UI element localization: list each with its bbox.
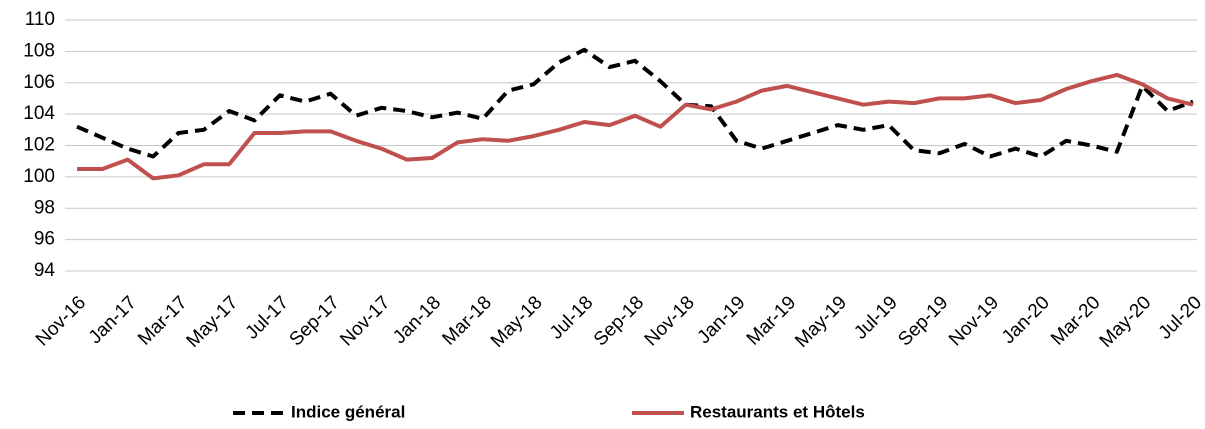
x-tick-label: May-19: [791, 292, 851, 352]
y-tick-label: 98: [34, 197, 55, 218]
y-tick-label: 110: [25, 9, 55, 30]
series-line: [77, 72, 1194, 181]
y-tick-label: 94: [34, 260, 56, 281]
x-tick-label: Sep-19: [894, 292, 952, 350]
x-tick-label: Sep-17: [286, 292, 344, 350]
x-tick-label: Mar-20: [1047, 292, 1104, 349]
series-line: [76, 47, 1194, 159]
legend-label: Indice général: [291, 402, 405, 421]
y-tick-label: 100: [23, 166, 55, 187]
y-tick-label: 108: [23, 40, 55, 61]
x-tick-label: Jan-17: [85, 292, 141, 348]
x-tick-label: May-20: [1096, 292, 1156, 352]
x-tick-label: Jan-19: [694, 292, 750, 348]
x-tick-label: Jul-20: [1155, 292, 1205, 343]
x-tick-label: Mar-19: [743, 292, 800, 349]
x-tick-label: May-17: [183, 292, 243, 352]
x-tick-label: Jan-18: [389, 292, 445, 348]
y-tick-label: 96: [34, 229, 55, 250]
y-tick-label: 102: [23, 135, 55, 156]
x-tick-label: Jan-20: [998, 292, 1054, 348]
x-tick-label: Nov-18: [641, 292, 699, 350]
legend-label: Restaurants et Hôtels: [690, 402, 865, 421]
x-tick-label: Mar-17: [134, 292, 191, 349]
x-tick-label: Nov-19: [945, 292, 1003, 350]
x-tick-label: May-18: [487, 292, 547, 352]
x-tick-label: Nov-17: [336, 292, 394, 350]
y-tick-label: 106: [23, 72, 55, 93]
y-tick-label: 104: [23, 103, 55, 124]
x-tick-label: Nov-16: [32, 292, 90, 350]
x-tick-label: Mar-18: [438, 292, 495, 349]
x-tick-label: Sep-18: [590, 292, 648, 350]
